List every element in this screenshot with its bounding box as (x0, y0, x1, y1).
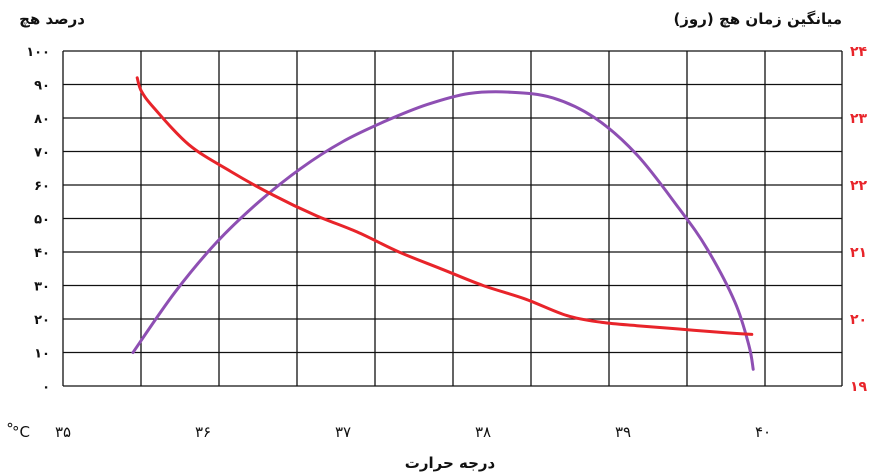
left-tick-label: ۶۰ (34, 179, 50, 194)
degree-symbol (7, 422, 13, 428)
grid (62, 50, 843, 387)
x-axis-ticks: ۳۵ ۳۶ ۳۷ ۳۸ ۳۹ ۴۰ (55, 423, 771, 441)
series-line-hatch-percent (131, 90, 755, 371)
series-layer (131, 76, 755, 371)
left-tick-label: ۱۰ (34, 347, 50, 362)
x-tick-label: ۳۹ (615, 423, 631, 441)
right-tick-label: ۲۳ (850, 111, 868, 127)
x-tick-label: ۳۸ (475, 423, 491, 441)
left-tick-label: ۲۰ (34, 313, 50, 328)
x-unit-label: °C (12, 423, 30, 441)
left-tick-label: ۱۰۰ (26, 45, 50, 60)
x-tick-label: ۳۶ (195, 423, 211, 441)
left-tick-label: ۸۰ (34, 112, 50, 127)
right-tick-label: ۲۰ (850, 312, 867, 328)
right-axis-ticks: ۱۹ ۲۰ ۲۱ ۲۲ ۲۳ ۲۴ (850, 44, 868, 395)
left-tick-label: ۷۰ (34, 146, 50, 161)
left-tick-label: ۵۰ (34, 213, 50, 228)
left-axis-ticks: ۰ ۱۰ ۲۰ ۳۰ ۴۰ ۵۰ ۶۰ ۷۰ ۸۰ ۹۰ ۱۰۰ (26, 45, 50, 395)
right-tick-label: ۲۴ (850, 44, 868, 60)
series-line-hatch-time (135, 76, 754, 336)
x-tick-label: ۴۰ (755, 423, 771, 441)
left-tick-label: ۴۰ (34, 246, 50, 261)
x-tick-label: ۳۵ (55, 423, 71, 441)
left-tick-label: ۰ (42, 380, 50, 395)
right-tick-label: ۲۱ (850, 245, 867, 261)
left-axis-title: درصد هچ (19, 10, 85, 28)
right-axis-title: میانگین زمان هچ (روز) (673, 10, 842, 28)
x-tick-label: ۳۷ (335, 423, 351, 441)
x-axis-title: درجه حرارت (405, 454, 496, 472)
left-tick-label: ۳۰ (34, 280, 50, 295)
left-tick-label: ۹۰ (34, 79, 50, 94)
right-tick-label: ۲۲ (850, 178, 868, 194)
right-tick-label: ۱۹ (850, 379, 868, 395)
